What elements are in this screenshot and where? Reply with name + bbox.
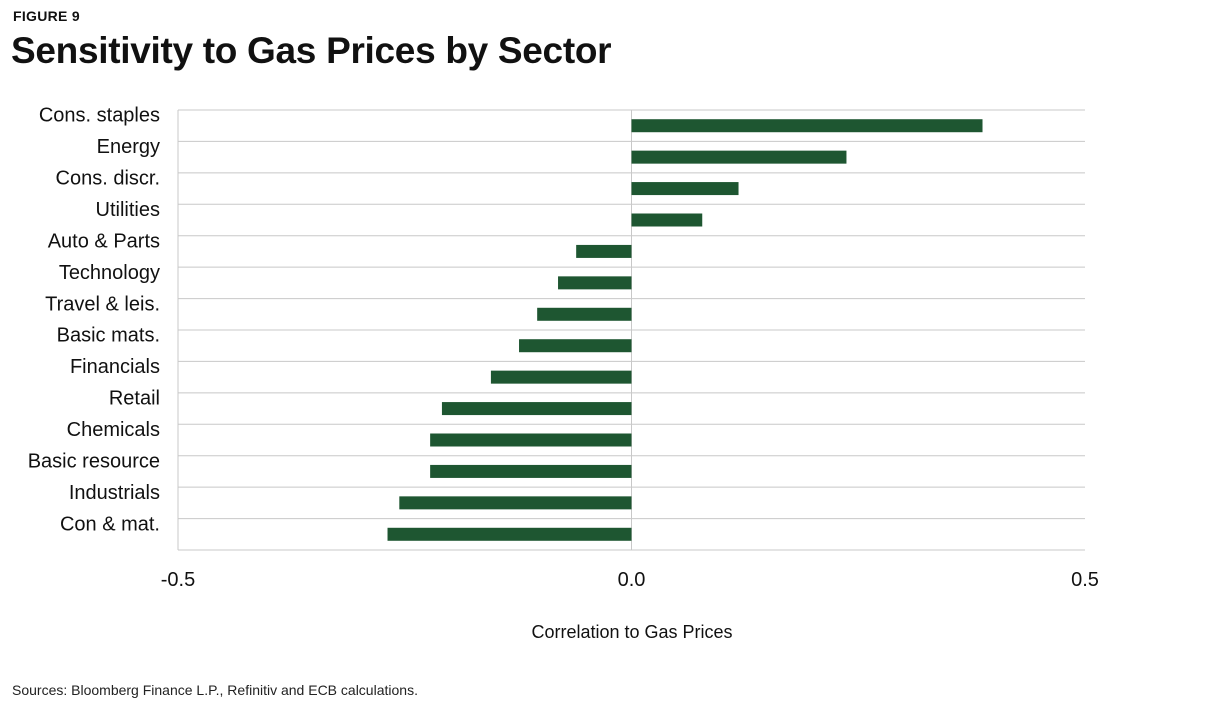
x-tick-labels: -0.5 0.0 0.5	[161, 569, 1099, 591]
bar-technology	[558, 276, 632, 290]
chart-title: Sensitivity to Gas Prices by Sector	[11, 30, 612, 71]
bars	[387, 119, 983, 541]
bar-auto-parts	[576, 244, 632, 258]
grid-lines	[177, 109, 1085, 551]
category-labels: Cons. staples Energy Cons. discr. Utilities…	[28, 105, 160, 536]
category-label: Energy	[97, 136, 160, 158]
bar-basic-mats	[519, 339, 632, 353]
category-label: Basic resource	[28, 450, 160, 472]
category-label: Con & mat.	[60, 513, 160, 535]
x-tick-label: -0.5	[161, 569, 195, 591]
x-tick-label: 0.5	[1071, 569, 1099, 591]
bar-travel-leis	[537, 307, 632, 321]
x-tick-label: 0.0	[618, 569, 646, 591]
bar-financials	[490, 370, 632, 384]
category-label: Cons. discr.	[56, 168, 160, 190]
bar-cons-discr	[631, 182, 739, 196]
category-label: Chemicals	[67, 419, 160, 441]
category-label: Industrials	[69, 482, 160, 504]
category-label: Travel & leis.	[45, 293, 160, 315]
category-label: Cons. staples	[39, 105, 160, 127]
category-label: Retail	[109, 388, 160, 410]
bar-retail	[441, 402, 632, 416]
bar-energy	[631, 150, 847, 164]
bar-industrials	[399, 496, 632, 510]
bar-cons-staples	[631, 119, 983, 133]
source-note: Sources: Bloomberg Finance L.P., Refinit…	[12, 682, 418, 698]
bar-chemicals	[430, 433, 632, 447]
category-label: Utilities	[96, 199, 160, 221]
bar-con-mat	[387, 527, 632, 541]
category-label: Technology	[59, 262, 160, 284]
category-label: Auto & Parts	[48, 230, 160, 252]
category-label: Financials	[70, 356, 160, 378]
bar-basic-resource	[430, 464, 632, 478]
bar-utilities	[631, 213, 703, 227]
category-label: Basic mats.	[57, 325, 160, 347]
x-axis-title: Correlation to Gas Prices	[531, 622, 732, 642]
figure-label: FIGURE 9	[13, 8, 80, 24]
